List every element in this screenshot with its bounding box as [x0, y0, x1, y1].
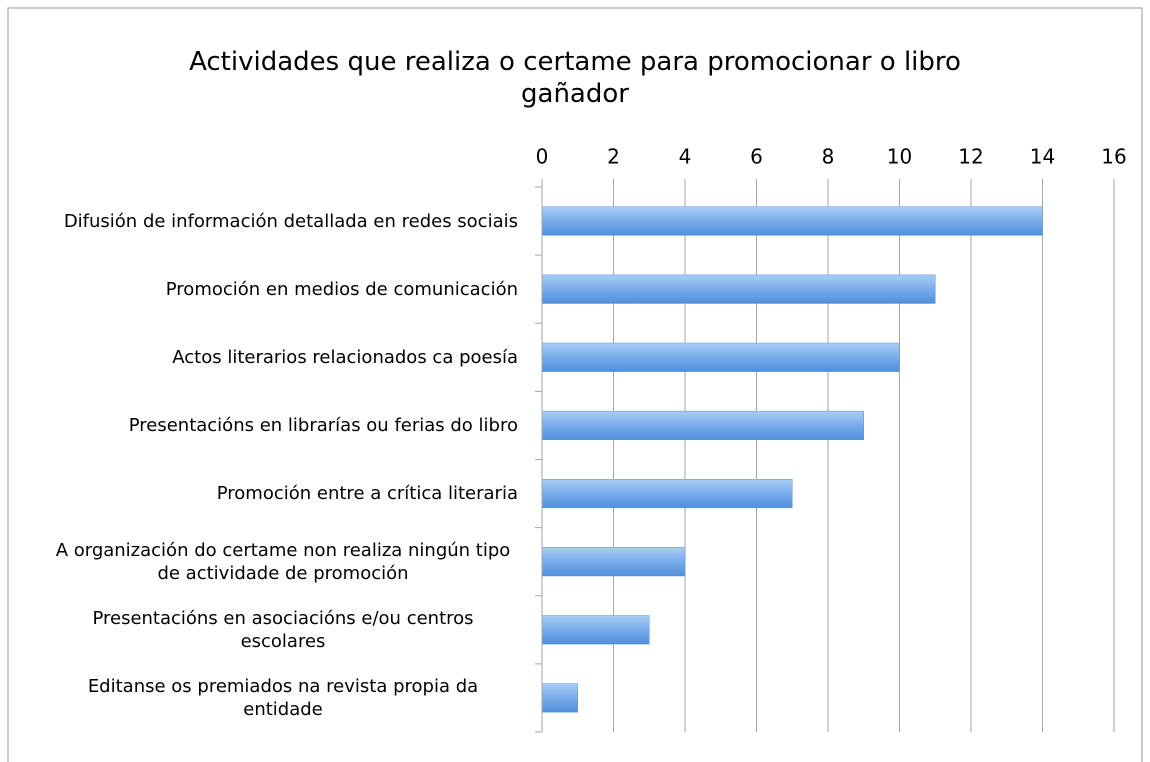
bar [541, 206, 1043, 236]
chart-title: Actividades que realiza o certame para p… [189, 47, 961, 109]
y-tick-label: Promoción en medios de comunicación [165, 278, 518, 300]
y-tick-label-box: Editanse os premiados na revista propia … [48, 668, 518, 728]
y-tick-label: Difusión de información detallada en red… [63, 210, 518, 232]
y-tick-label: Promoción entre a crítica literaria [216, 483, 518, 505]
y-tick-label-box: Presentacións en asociacións e/ou centro… [48, 600, 518, 660]
y-tick-label: Presentacións en asociacións e/ou centro… [92, 607, 474, 652]
y-tick-label: A organización do certame non realiza ni… [55, 539, 511, 584]
x-tick-label: 12 [958, 145, 983, 169]
y-tick-label: Editanse os premiados na revista propia … [87, 675, 479, 720]
y-tick-label-box: Actos literarios relacionados ca poesía [172, 327, 518, 387]
y-tick-label: Actos literarios relacionados ca poesía [172, 346, 518, 368]
bar [541, 615, 650, 645]
bar [541, 479, 793, 509]
chart-border [7, 7, 1143, 762]
x-tick-label: 16 [1101, 145, 1126, 169]
y-tick-label-box: Promoción entre a crítica literaria [217, 464, 518, 524]
y-tick-label: Presentacións en librarías ou ferias do … [128, 414, 518, 436]
bar [541, 547, 686, 577]
x-tick-label: 6 [750, 145, 763, 169]
x-tick-label: 8 [822, 145, 835, 169]
y-tick-label-box: Presentacións en librarías ou ferias do … [129, 395, 518, 455]
x-tick-label: 2 [607, 145, 620, 169]
bar [541, 274, 936, 304]
x-tick-label: 0 [536, 145, 549, 169]
x-tick-label: 4 [679, 145, 692, 169]
chart-title-box: Actividades que realiza o certame para p… [0, 46, 1150, 110]
bar [541, 342, 900, 372]
x-tick-label: 14 [1030, 145, 1055, 169]
bar [541, 683, 578, 713]
y-tick-label-box: A organización do certame non realiza ni… [48, 532, 518, 592]
y-tick-label-box: Difusión de información detallada en red… [64, 191, 518, 251]
y-tick-label-box: Promoción en medios de comunicación [166, 259, 518, 319]
x-tick-label: 10 [887, 145, 912, 169]
bar [541, 410, 864, 440]
